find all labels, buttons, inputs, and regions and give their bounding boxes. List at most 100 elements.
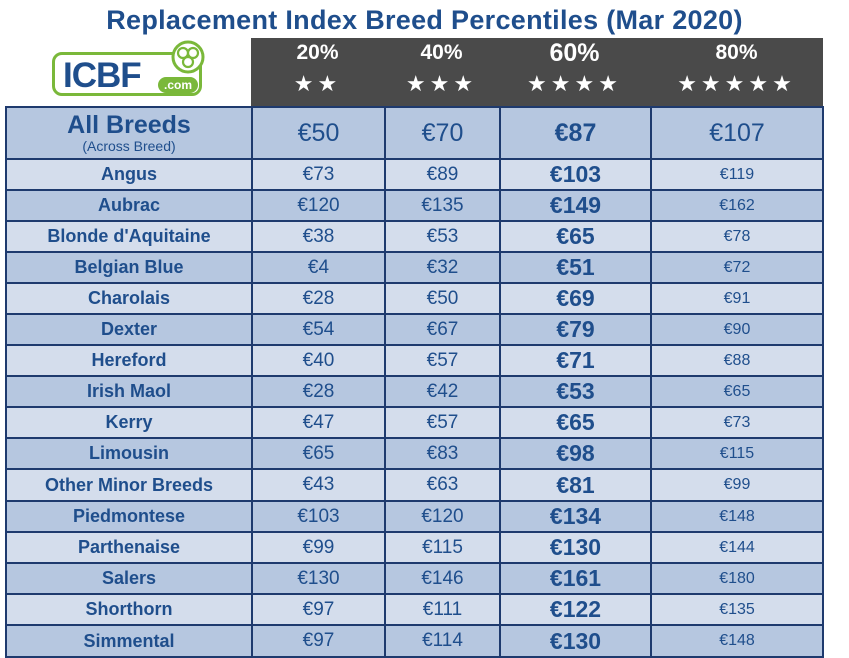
value-cell-60: €69: [499, 282, 652, 315]
breed-name: Simmental: [5, 624, 253, 658]
value-cell-40: €57: [384, 344, 501, 377]
breed-name: Angus: [5, 158, 253, 191]
table-row: Hereford €40 €57 €71 €88: [5, 344, 824, 377]
breed-name: Salers: [5, 562, 253, 595]
all-breeds-sublabel: (Across Breed): [82, 138, 176, 154]
logo-text: ICBF: [63, 56, 142, 95]
shamrock-icon: [171, 40, 205, 74]
breed-name: Hereford: [5, 344, 253, 377]
value-cell-40: €53: [384, 220, 501, 253]
value-cell-80: €78: [650, 220, 824, 253]
value-cell-40: €67: [384, 313, 501, 346]
table-row: Piedmontese €103 €120 €134 €148: [5, 500, 824, 533]
star-rating-icon: ★★★: [405, 71, 478, 96]
value-cell-80: €115: [650, 437, 824, 470]
breed-name: Aubrac: [5, 189, 253, 222]
value-cell-20: €103: [251, 500, 386, 533]
all-breeds-label: All Breeds: [67, 111, 191, 139]
value-cell-40: €89: [384, 158, 501, 191]
value-cell-60: €87: [499, 106, 652, 160]
logo-suffix: .com: [158, 77, 198, 93]
value-cell-60: €65: [499, 220, 652, 253]
breed-name: Kerry: [5, 406, 253, 439]
breed-name: Other Minor Breeds: [5, 468, 253, 502]
value-cell-80: €180: [650, 562, 824, 595]
header-col-20: 20% ★★: [251, 38, 384, 106]
value-cell-20: €73: [251, 158, 386, 191]
value-cell-20: €65: [251, 437, 386, 470]
value-cell-20: €4: [251, 251, 386, 284]
value-cell-40: €146: [384, 562, 501, 595]
breed-name: Limousin: [5, 437, 253, 470]
value-cell-60: €149: [499, 189, 652, 222]
value-cell-40: €115: [384, 531, 501, 564]
value-cell-80: €135: [650, 593, 824, 626]
value-cell-80: €90: [650, 313, 824, 346]
value-cell-60: €81: [499, 468, 652, 502]
value-cell-80: €119: [650, 158, 824, 191]
value-cell-40: €111: [384, 593, 501, 626]
value-cell-80: €144: [650, 531, 824, 564]
table-row: Angus €73 €89 €103 €119: [5, 158, 824, 191]
value-cell-60: €130: [499, 624, 652, 658]
value-cell-40: €50: [384, 282, 501, 315]
value-cell-20: €54: [251, 313, 386, 346]
page-title: Replacement Index Breed Percentiles (Mar…: [106, 5, 743, 35]
star-rating-icon: ★★: [293, 71, 342, 96]
table-row: Aubrac €120 €135 €149 €162: [5, 189, 824, 222]
value-cell-80: €148: [650, 624, 824, 658]
value-cell-40: €70: [384, 106, 501, 160]
table-row: Charolais €28 €50 €69 €91: [5, 282, 824, 315]
table-row: Belgian Blue €4 €32 €51 €72: [5, 251, 824, 284]
breed-name: Parthenaise: [5, 531, 253, 564]
value-cell-80: €65: [650, 375, 824, 408]
table-row: Blonde d'Aquitaine €38 €53 €65 €78: [5, 220, 824, 253]
value-cell-20: €99: [251, 531, 386, 564]
breed-name: Belgian Blue: [5, 251, 253, 284]
value-cell-40: €57: [384, 406, 501, 439]
table-row: Kerry €47 €57 €65 €73: [5, 406, 824, 439]
percentile-label: 60%: [549, 39, 600, 67]
table-row: Parthenaise €99 €115 €130 €144: [5, 531, 824, 564]
value-cell-60: €161: [499, 562, 652, 595]
percentile-header: 20% ★★ 40% ★★★ 60% ★★★★ 80% ★★★★★: [251, 38, 823, 106]
breed-percentile-table: All Breeds (Across Breed) €50 €70 €87 €1…: [5, 106, 824, 658]
breed-cell: All Breeds (Across Breed): [5, 106, 253, 160]
percentile-label: 40%: [420, 41, 463, 64]
breed-name: Shorthorn: [5, 593, 253, 626]
breed-name: Piedmontese: [5, 500, 253, 533]
value-cell-80: €162: [650, 189, 824, 222]
value-cell-60: €130: [499, 531, 652, 564]
value-cell-60: €98: [499, 437, 652, 470]
value-cell-60: €103: [499, 158, 652, 191]
table-row: Salers €130 €146 €161 €180: [5, 562, 824, 595]
icbf-logo[interactable]: ICBF .com: [52, 40, 212, 98]
value-cell-20: €47: [251, 406, 386, 439]
value-cell-20: €97: [251, 593, 386, 626]
header-col-60: 60% ★★★★: [499, 38, 650, 106]
value-cell-20: €130: [251, 562, 386, 595]
value-cell-20: €50: [251, 106, 386, 160]
star-rating-icon: ★★★★: [527, 71, 622, 96]
value-cell-60: €122: [499, 593, 652, 626]
value-cell-80: €73: [650, 406, 824, 439]
value-cell-40: €63: [384, 468, 501, 502]
value-cell-40: €114: [384, 624, 501, 658]
percentile-label: 20%: [296, 41, 339, 64]
table-row: Shorthorn €97 €111 €122 €135: [5, 593, 824, 626]
value-cell-20: €40: [251, 344, 386, 377]
header-col-80: 80% ★★★★★: [650, 38, 823, 106]
breed-name: Charolais: [5, 282, 253, 315]
value-cell-20: €97: [251, 624, 386, 658]
table-row-all-breeds: All Breeds (Across Breed) €50 €70 €87 €1…: [5, 106, 824, 160]
value-cell-20: €28: [251, 375, 386, 408]
star-rating-icon: ★★★★★: [677, 71, 796, 96]
value-cell-60: €71: [499, 344, 652, 377]
value-cell-80: €91: [650, 282, 824, 315]
value-cell-20: €28: [251, 282, 386, 315]
breed-name: Blonde d'Aquitaine: [5, 220, 253, 253]
value-cell-20: €38: [251, 220, 386, 253]
table-row: Irish Maol €28 €42 €53 €65: [5, 375, 824, 408]
value-cell-40: €120: [384, 500, 501, 533]
breed-name: Irish Maol: [5, 375, 253, 408]
